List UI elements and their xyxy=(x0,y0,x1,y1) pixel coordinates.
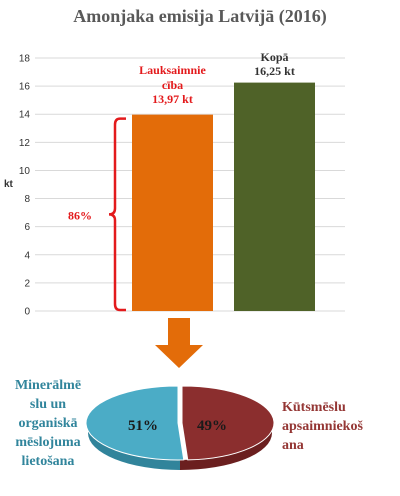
pie-left-label-line: slu un xyxy=(29,397,67,412)
y-tick-label: 6 xyxy=(24,222,30,233)
pie-slice xyxy=(85,385,185,461)
y-tick-label: 14 xyxy=(19,110,31,121)
y-tick-label: 10 xyxy=(19,166,31,177)
y-tick-label: 4 xyxy=(24,250,30,261)
pie-left-label-line: organiskā xyxy=(18,416,78,431)
y-tick-label: 0 xyxy=(24,307,30,318)
pie-left-label-line: mēslojuma xyxy=(15,435,81,450)
pie-right-label-line: ana xyxy=(282,438,304,453)
y-tick-label: 8 xyxy=(24,194,30,205)
pie-left-label-line: Minerālmē xyxy=(14,378,82,393)
y-tick-label: 12 xyxy=(19,138,31,149)
y-tick-label: 18 xyxy=(19,54,31,65)
bar-data-label: cība xyxy=(162,78,183,92)
bar xyxy=(234,82,315,311)
pie-slice xyxy=(181,385,275,461)
y-tick-label: 16 xyxy=(19,82,31,93)
bar-data-label: 13,97 kt xyxy=(152,92,193,106)
pie-right-label: Kūtsmēslu apsaimniekoš ana xyxy=(282,398,394,455)
bracket-shape xyxy=(108,117,126,312)
pie-right-label-line: Kūtsmēslu xyxy=(282,400,346,415)
pie-left-label: Minerālmē slu un organiskā mēslojuma lie… xyxy=(4,376,92,471)
pie-slice-label: 49% xyxy=(197,418,227,434)
down-arrow-icon xyxy=(155,318,203,368)
y-axis-label: kt xyxy=(4,179,14,190)
bar-data-label: 16,25 kt xyxy=(254,64,295,78)
bar-data-label: Kopā xyxy=(260,50,288,64)
pie-right-label-line: apsaimniekoš xyxy=(282,419,363,434)
pie-left-label-line: lietošana xyxy=(21,454,75,469)
bar xyxy=(132,114,213,311)
bar-data-label: Lauksaimnie xyxy=(139,63,206,77)
bracket-percentage-label: 86% xyxy=(68,208,92,222)
chart-title: Amonjaka emisija Latvijā (2016) xyxy=(73,6,327,26)
pie-slice-label: 51% xyxy=(128,418,158,434)
y-tick-label: 2 xyxy=(24,278,30,289)
